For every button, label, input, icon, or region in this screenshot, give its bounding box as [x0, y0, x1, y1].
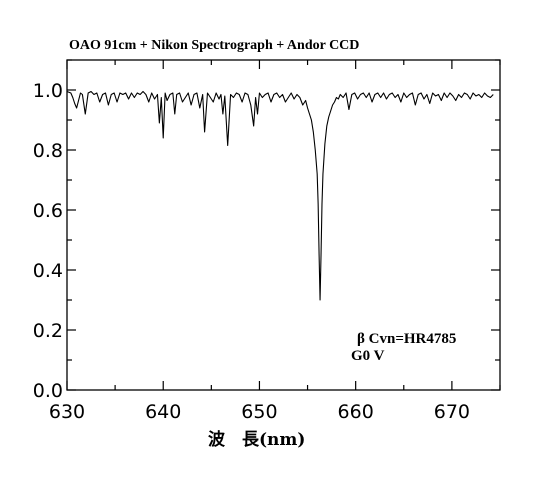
spectral-type-annotation: G0 V — [351, 348, 385, 364]
y-tick-label: 0.8 — [33, 140, 63, 162]
y-tick-label: 0.2 — [33, 320, 63, 342]
x-tick-label: 660 — [338, 401, 374, 423]
x-axis-ticks — [66, 60, 501, 390]
x-tick-label: 670 — [434, 401, 470, 423]
star-name-annotation: β Cvn=HR4785 — [357, 331, 456, 347]
y-axis-tick-labels: 0.0 0.2 0.4 0.6 0.8 1.0 — [33, 80, 63, 402]
chart-title: OAO 91cm + Nikon Spectrograph + Andor CC… — [69, 38, 359, 53]
y-axis-ticks — [67, 59, 500, 391]
plot-area — [66, 59, 501, 391]
x-axis-label: 波 長(nm) — [208, 429, 305, 450]
y-tick-label: 0.4 — [33, 260, 63, 282]
x-tick-label: 630 — [49, 401, 85, 423]
y-tick-label: 0.0 — [33, 380, 63, 402]
y-tick-label: 0.6 — [33, 200, 63, 222]
y-tick-label: 1.0 — [33, 80, 63, 102]
x-axis-tick-labels: 630 640 650 660 670 — [49, 401, 470, 423]
spectrum-line — [66, 90, 494, 301]
x-tick-label: 650 — [241, 401, 277, 423]
x-tick-label: 640 — [145, 401, 181, 423]
plot-frame — [66, 59, 501, 391]
